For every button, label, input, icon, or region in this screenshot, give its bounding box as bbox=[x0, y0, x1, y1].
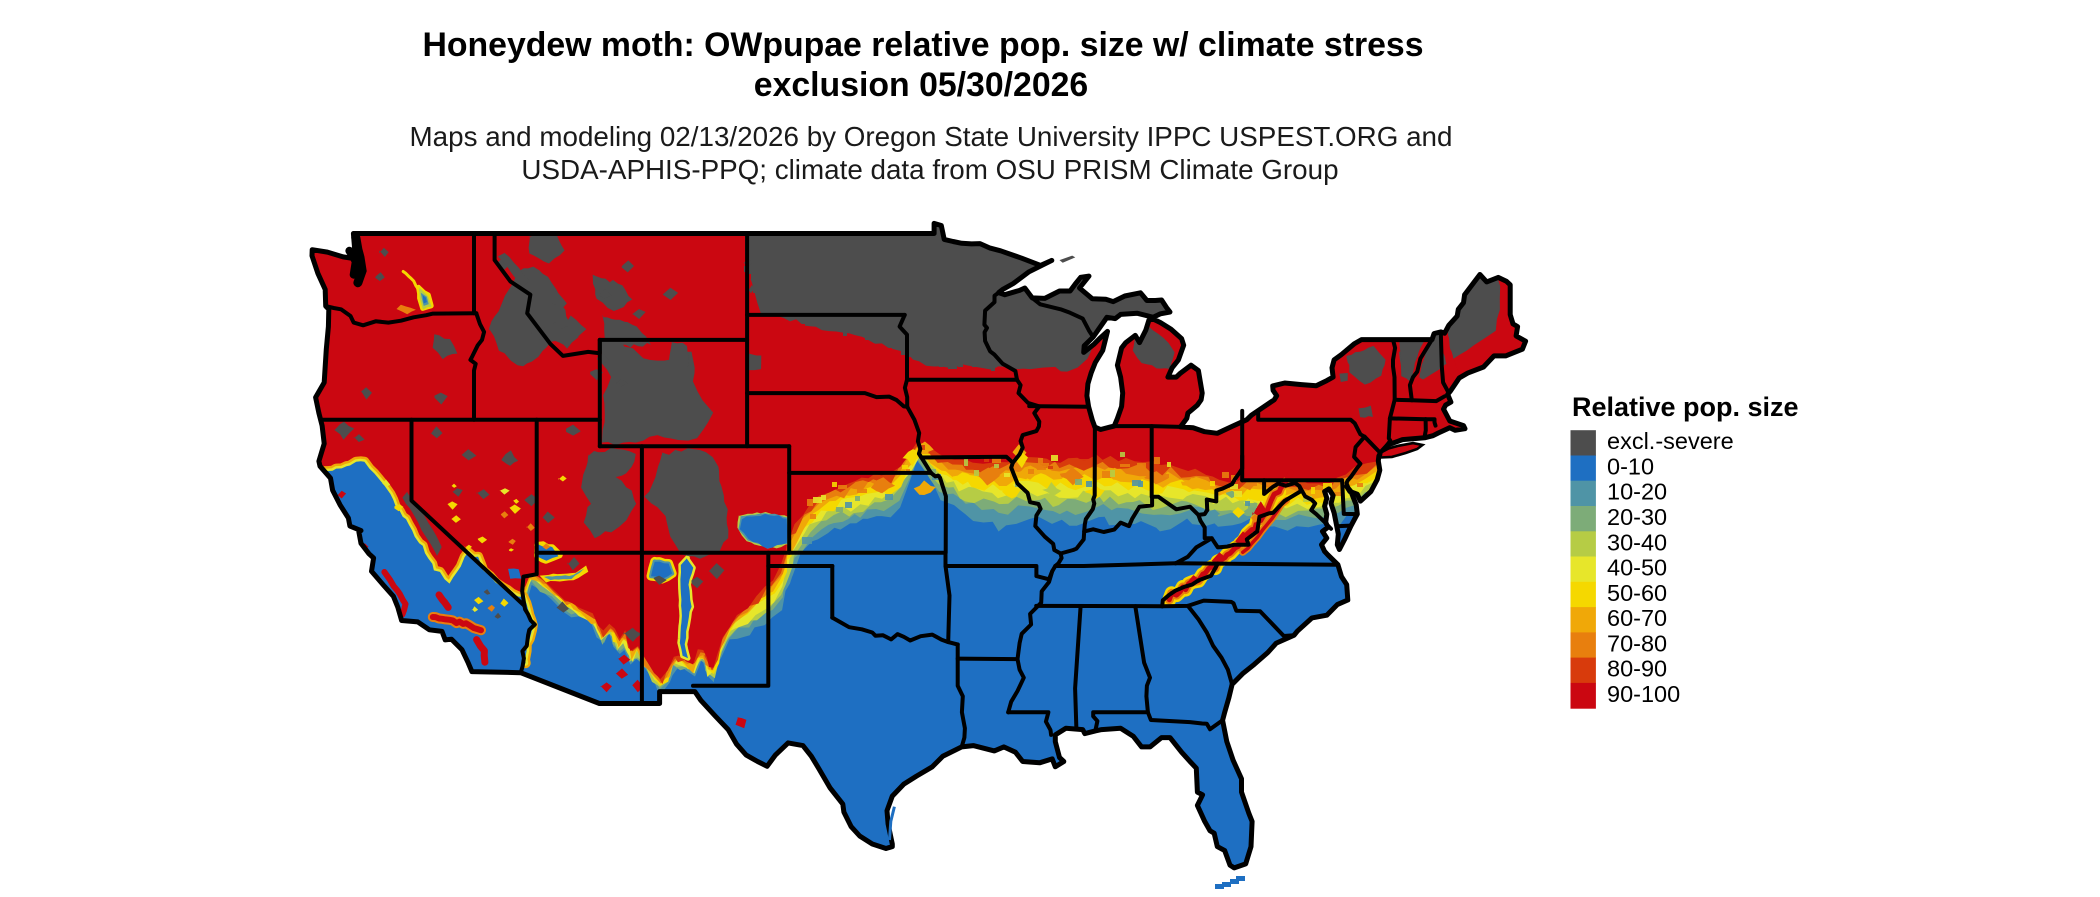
svg-text:20-30: 20-30 bbox=[1607, 504, 1667, 530]
svg-text:excl.-severe: excl.-severe bbox=[1607, 428, 1734, 454]
svg-text:40-50: 40-50 bbox=[1607, 555, 1667, 581]
svg-text:70-80: 70-80 bbox=[1607, 630, 1667, 656]
svg-text:exclusion 05/30/2026: exclusion 05/30/2026 bbox=[754, 66, 1088, 104]
svg-text:30-40: 30-40 bbox=[1607, 529, 1667, 555]
svg-text:50-60: 50-60 bbox=[1607, 580, 1667, 606]
svg-text:80-90: 80-90 bbox=[1607, 656, 1667, 682]
svg-text:USDA-APHIS-PPQ; climate data f: USDA-APHIS-PPQ; climate data from OSU PR… bbox=[521, 154, 1338, 185]
svg-text:0-10: 0-10 bbox=[1607, 454, 1654, 480]
svg-text:90-100: 90-100 bbox=[1607, 681, 1680, 707]
svg-text:Relative pop. size: Relative pop. size bbox=[1572, 392, 1799, 422]
svg-text:Maps and modeling 02/13/2026 b: Maps and modeling 02/13/2026 by Oregon S… bbox=[410, 121, 1453, 152]
svg-text:60-70: 60-70 bbox=[1607, 605, 1667, 631]
svg-text:Honeydew moth: OWpupae relativ: Honeydew moth: OWpupae relative pop. siz… bbox=[422, 26, 1423, 64]
svg-text:10-20: 10-20 bbox=[1607, 479, 1667, 505]
